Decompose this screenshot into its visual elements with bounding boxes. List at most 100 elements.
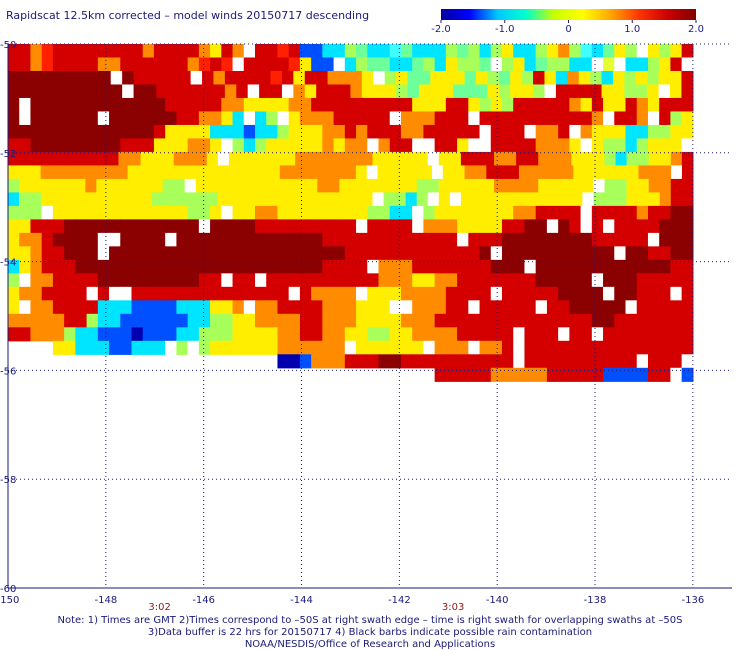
heatmap-cell — [64, 300, 76, 315]
heatmap-cell — [232, 286, 245, 301]
heatmap-cell — [85, 151, 97, 167]
heatmap-cell — [569, 286, 582, 301]
heatmap-cell — [412, 111, 425, 126]
heatmap-cell — [670, 246, 683, 261]
heatmap-cell — [636, 57, 649, 72]
heatmap-cell — [681, 151, 694, 167]
heatmap-cell — [356, 354, 368, 369]
heatmap-cell — [306, 151, 318, 167]
heatmap-cell — [508, 165, 520, 180]
heatmap-cell — [322, 219, 335, 234]
heatmap-cell — [273, 151, 285, 167]
heatmap-cell — [434, 97, 447, 113]
heatmap-cell — [344, 138, 357, 153]
heatmap-cell — [86, 111, 99, 126]
heatmap-cell — [243, 232, 256, 247]
heatmap-cell — [86, 286, 99, 301]
heatmap-cell — [416, 151, 429, 167]
heatmap-cell — [232, 246, 245, 261]
heatmap-cell — [333, 327, 346, 342]
heatmap-cell — [51, 165, 63, 180]
heatmap-cell — [142, 232, 155, 247]
heatmap-cell — [580, 232, 593, 247]
heatmap-cell — [140, 178, 153, 193]
heatmap-cell — [658, 70, 671, 86]
heatmap-cell — [580, 313, 593, 328]
heatmap-cell — [457, 340, 469, 355]
heatmap-cell — [255, 44, 267, 59]
heatmap-cell — [131, 219, 144, 234]
heatmap-cell — [109, 138, 121, 153]
heatmap-cell — [580, 259, 593, 274]
heatmap-cell — [243, 259, 256, 274]
heatmap-cell — [389, 219, 402, 234]
heatmap-cell — [626, 192, 639, 207]
heatmap-cell — [521, 70, 534, 86]
heatmap-cell — [190, 70, 203, 86]
heatmap-cell — [524, 219, 537, 234]
heatmap-cell — [142, 205, 155, 220]
heatmap-cell — [333, 354, 346, 369]
heatmap-cell — [165, 205, 178, 220]
y-tick-label: -58 — [0, 475, 16, 486]
heatmap-cell — [389, 44, 402, 59]
heatmap-cell — [165, 340, 178, 355]
heatmap-cell — [681, 44, 694, 59]
heatmap-cell — [350, 178, 363, 193]
heatmap-cell — [558, 286, 570, 301]
heatmap-cell — [445, 367, 458, 382]
heatmap-cell — [75, 138, 88, 153]
heatmap-cell — [616, 165, 629, 180]
heatmap-cell — [221, 232, 234, 247]
heatmap-cell — [277, 300, 290, 315]
heatmap-cell — [614, 340, 627, 355]
heatmap-cell — [670, 300, 683, 315]
heatmap-cell — [457, 313, 469, 328]
heatmap-cell — [63, 151, 75, 167]
heatmap-cell — [293, 70, 306, 86]
heatmap-cell — [8, 232, 20, 247]
heatmap-cell — [299, 219, 312, 234]
heatmap-cell — [468, 246, 481, 261]
heatmap-cell — [423, 286, 436, 301]
heatmap-cell — [614, 232, 627, 247]
heatmap-cell — [8, 124, 20, 140]
heatmap-cell — [30, 313, 43, 328]
heatmap-cell — [75, 219, 88, 234]
heatmap-cell — [19, 286, 32, 301]
heatmap-cell — [647, 138, 660, 153]
heatmap-cell — [558, 111, 570, 126]
heatmap-cell — [195, 151, 208, 167]
heatmap-cell — [502, 259, 514, 274]
heatmap-cell — [468, 111, 481, 126]
heatmap-cell — [181, 165, 194, 180]
heatmap-cell — [30, 232, 43, 247]
heatmap-cell — [120, 124, 133, 140]
heatmap-cell — [625, 327, 638, 342]
heatmap-cell — [479, 111, 492, 126]
heatmap-cell — [8, 138, 20, 153]
heatmap-cell — [423, 57, 436, 72]
heatmap-cell — [198, 340, 211, 355]
heatmap-cell — [546, 57, 559, 72]
heatmap-cell — [129, 151, 142, 167]
heatmap-cell — [490, 44, 503, 59]
heatmap-cell — [367, 300, 380, 315]
heatmap-cell — [647, 259, 660, 274]
heatmap-cell — [636, 111, 649, 126]
heatmap-cell — [445, 340, 458, 355]
heatmap-cell — [162, 192, 175, 207]
heatmap-cell — [636, 259, 649, 274]
heatmap-cell — [120, 286, 133, 301]
heatmap-cell — [40, 165, 53, 180]
heatmap-cell — [350, 151, 363, 167]
heatmap-cell — [19, 273, 32, 288]
heatmap-cell — [266, 111, 279, 126]
heatmap-cell — [311, 354, 323, 369]
heatmap-cell — [198, 138, 211, 153]
heatmap-cell — [580, 340, 593, 355]
heatmap-cell — [96, 192, 109, 207]
heatmap-cell — [513, 232, 526, 247]
heatmap-cell — [210, 138, 222, 153]
heatmap-cell — [311, 111, 323, 126]
